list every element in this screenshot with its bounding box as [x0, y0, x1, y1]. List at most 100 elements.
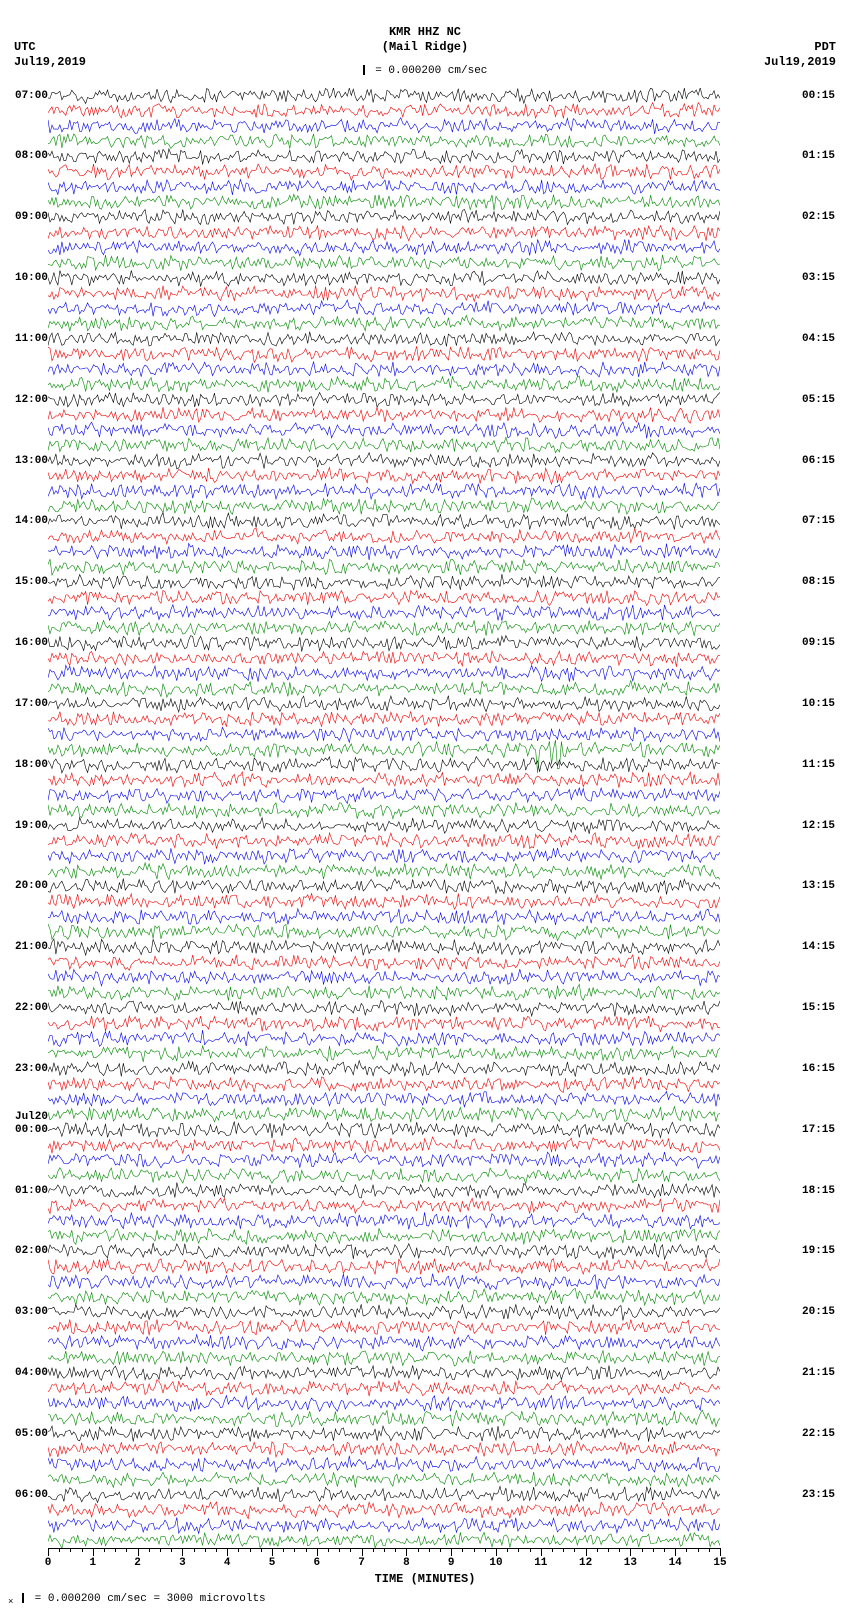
- seismic-trace: [48, 1351, 720, 1367]
- seismic-trace: [48, 665, 720, 682]
- seismic-trace: [48, 528, 720, 544]
- x-tick-minor: [82, 1548, 83, 1552]
- seismic-trace: [48, 757, 720, 773]
- x-tick-minor: [653, 1548, 654, 1552]
- x-tick-label: 2: [134, 1557, 141, 1569]
- seismic-trace: [48, 1091, 720, 1107]
- x-tick-minor: [306, 1548, 307, 1552]
- seismic-trace: [48, 1426, 720, 1442]
- x-tick-minor: [294, 1548, 295, 1552]
- x-tick-major: [451, 1548, 452, 1556]
- seismic-trace: [48, 740, 720, 773]
- x-tick-label: 15: [713, 1557, 726, 1569]
- x-tick-major: [138, 1548, 139, 1556]
- seismic-trace: [48, 1335, 720, 1351]
- seismic-trace: [48, 1137, 720, 1153]
- x-tick-major: [720, 1548, 721, 1556]
- x-tick-minor: [59, 1548, 60, 1552]
- x-tick-minor: [104, 1548, 105, 1552]
- x-tick-minor: [619, 1548, 620, 1552]
- seismic-trace: [48, 559, 720, 575]
- seismic-trace: [48, 772, 720, 788]
- seismic-trace: [48, 802, 720, 818]
- utc-hour-label: 18:00: [10, 759, 48, 771]
- pdt-hour-label: 06:15: [802, 455, 840, 467]
- x-tick-minor: [373, 1548, 374, 1552]
- seismic-trace: [48, 727, 720, 742]
- seismic-trace: [48, 468, 720, 485]
- pdt-hour-label: 12:15: [802, 820, 840, 832]
- seismic-trace: [48, 453, 720, 469]
- seismic-trace: [48, 605, 720, 621]
- x-tick-label: 10: [489, 1557, 502, 1569]
- x-tick-minor: [350, 1548, 351, 1552]
- x-tick-minor: [283, 1548, 284, 1552]
- x-tick-label: 9: [448, 1557, 455, 1569]
- seismic-trace: [48, 286, 720, 302]
- x-tick-minor: [384, 1548, 385, 1552]
- x-tick-major: [93, 1548, 94, 1556]
- footer-scale: × = 0.000200 cm/sec = 3000 microvolts: [8, 1593, 266, 1607]
- pdt-hour-label: 23:15: [802, 1489, 840, 1501]
- x-tick-minor: [462, 1548, 463, 1552]
- x-tick-label: 4: [224, 1557, 231, 1569]
- seismic-trace: [48, 300, 720, 316]
- utc-hour-label: 09:00: [10, 211, 48, 223]
- seismic-trace: [48, 711, 720, 726]
- seismic-trace: [48, 88, 720, 104]
- utc-hour-label: 23:00: [10, 1063, 48, 1075]
- seismic-trace: [48, 1380, 720, 1396]
- utc-hour-label: 12:00: [10, 394, 48, 406]
- x-tick-major: [496, 1548, 497, 1556]
- x-tick-minor: [339, 1548, 340, 1552]
- utc-hour-label: 08:00: [10, 150, 48, 162]
- seismic-trace: [48, 833, 720, 849]
- pdt-hour-label: 01:15: [802, 150, 840, 162]
- x-tick-label: 8: [403, 1557, 410, 1569]
- seismic-trace: [48, 255, 720, 271]
- seismic-trace: [48, 1122, 720, 1139]
- x-tick-minor: [440, 1548, 441, 1552]
- seismic-trace: [48, 271, 720, 287]
- pdt-hour-label: 09:15: [802, 637, 840, 649]
- x-tick-minor: [429, 1548, 430, 1552]
- pdt-hour-label: 22:15: [802, 1428, 840, 1440]
- seismic-trace: [48, 1502, 720, 1519]
- seismic-trace: [48, 1030, 720, 1046]
- seismic-trace: [48, 848, 720, 864]
- x-tick-label: 3: [179, 1557, 186, 1569]
- pdt-hour-label: 02:15: [802, 211, 840, 223]
- x-tick-major: [48, 1548, 49, 1556]
- pdt-hour-label: 21:15: [802, 1367, 840, 1379]
- seismic-trace: [48, 1304, 720, 1320]
- x-tick-major: [272, 1548, 273, 1556]
- x-tick-minor: [238, 1548, 239, 1552]
- utc-hour-label: 17:00: [10, 698, 48, 710]
- x-tick-major: [541, 1548, 542, 1556]
- pdt-hour-label: 10:15: [802, 698, 840, 710]
- utc-hour-label: 01:00: [10, 1185, 48, 1197]
- seismic-trace: [48, 315, 720, 331]
- seismic-trace: [48, 332, 720, 347]
- seismic-trace: [48, 498, 720, 514]
- seismic-trace: [48, 513, 720, 530]
- seismic-trace: [48, 1456, 720, 1472]
- seismic-trace: [48, 924, 720, 941]
- x-tick-label: 12: [579, 1557, 592, 1569]
- seismic-trace: [48, 1152, 720, 1168]
- seismic-trace: [48, 620, 720, 635]
- x-tick-minor: [642, 1548, 643, 1552]
- x-tick-minor: [171, 1548, 172, 1552]
- seismic-trace: [48, 1168, 720, 1184]
- x-tick-minor: [664, 1548, 665, 1552]
- seismic-trace: [48, 696, 720, 712]
- seismic-trace: [48, 574, 720, 590]
- x-tick-minor: [574, 1548, 575, 1552]
- x-tick-label: 11: [534, 1557, 547, 1569]
- seismic-trace: [48, 1532, 720, 1548]
- utc-hour-label: 10:00: [10, 272, 48, 284]
- x-tick-minor: [70, 1548, 71, 1552]
- seismic-trace: [48, 118, 720, 134]
- seismic-trace: [48, 362, 720, 377]
- seismic-trace: [48, 681, 720, 698]
